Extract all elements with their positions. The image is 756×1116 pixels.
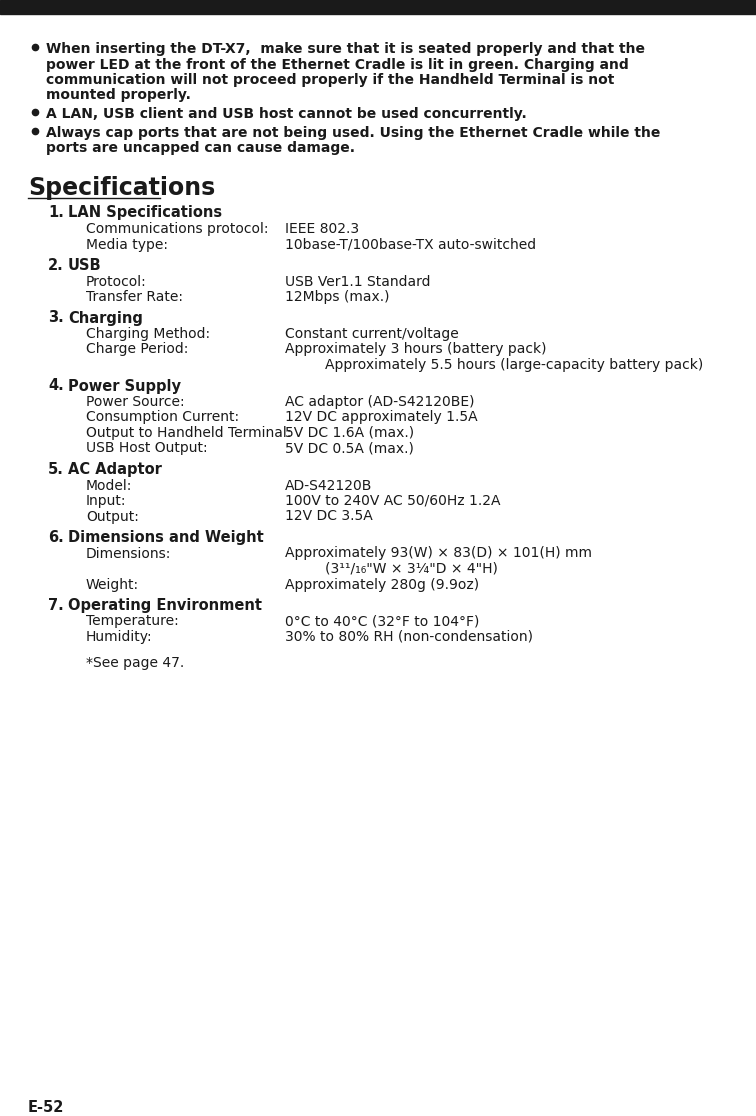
Text: 2.: 2. <box>48 258 64 273</box>
Text: Output to Handheld Terminal:: Output to Handheld Terminal: <box>86 426 291 440</box>
Text: Approximately 280g (9.9oz): Approximately 280g (9.9oz) <box>285 577 479 591</box>
Text: 4.: 4. <box>48 378 64 394</box>
Text: (3¹¹/₁₆"W × 3¹⁄₄"D × 4"H): (3¹¹/₁₆"W × 3¹⁄₄"D × 4"H) <box>325 562 498 576</box>
Text: 10base-T/100base-TX auto-switched: 10base-T/100base-TX auto-switched <box>285 238 536 251</box>
Text: Charging Method:: Charging Method: <box>86 327 210 341</box>
Text: Output:: Output: <box>86 510 139 523</box>
Text: 12V DC 3.5A: 12V DC 3.5A <box>285 510 373 523</box>
Text: 5V DC 1.6A (max.): 5V DC 1.6A (max.) <box>285 426 414 440</box>
Text: Temperature:: Temperature: <box>86 615 178 628</box>
Text: Approximately 5.5 hours (large-capacity battery pack): Approximately 5.5 hours (large-capacity … <box>325 358 703 372</box>
Text: 6.: 6. <box>48 530 64 545</box>
Text: Approximately 3 hours (battery pack): Approximately 3 hours (battery pack) <box>285 343 547 356</box>
Text: power LED at the front of the Ethernet Cradle is lit in green. Charging and: power LED at the front of the Ethernet C… <box>46 58 629 71</box>
Text: A LAN, USB client and USB host cannot be used concurrently.: A LAN, USB client and USB host cannot be… <box>46 107 527 121</box>
Text: Power Source:: Power Source: <box>86 395 184 408</box>
Text: Charging: Charging <box>68 310 143 326</box>
Text: 1.: 1. <box>48 205 64 221</box>
Text: Humidity:: Humidity: <box>86 631 153 644</box>
Text: *See page 47.: *See page 47. <box>86 656 184 671</box>
Text: Constant current/voltage: Constant current/voltage <box>285 327 459 341</box>
Text: 12Mbps (max.): 12Mbps (max.) <box>285 290 389 304</box>
Text: Weight:: Weight: <box>86 577 139 591</box>
Text: Communications protocol:: Communications protocol: <box>86 222 268 235</box>
Text: Input:: Input: <box>86 494 126 508</box>
Text: 5.: 5. <box>48 462 64 477</box>
Text: Consumption Current:: Consumption Current: <box>86 411 239 424</box>
Text: Power Supply: Power Supply <box>68 378 181 394</box>
Text: Transfer Rate:: Transfer Rate: <box>86 290 183 304</box>
Text: 3.: 3. <box>48 310 64 326</box>
Text: USB Host Output:: USB Host Output: <box>86 442 208 455</box>
Text: Specifications: Specifications <box>28 175 215 200</box>
Text: AC Adaptor: AC Adaptor <box>68 462 162 477</box>
Text: 30% to 80% RH (non-condensation): 30% to 80% RH (non-condensation) <box>285 631 533 644</box>
Text: Always cap ports that are not being used. Using the Ethernet Cradle while the: Always cap ports that are not being used… <box>46 125 661 140</box>
Text: Media type:: Media type: <box>86 238 168 251</box>
Text: Charge Period:: Charge Period: <box>86 343 188 356</box>
Text: AD-S42120B: AD-S42120B <box>285 479 373 492</box>
Text: 100V to 240V AC 50/60Hz 1.2A: 100V to 240V AC 50/60Hz 1.2A <box>285 494 500 508</box>
Text: Dimensions and Weight: Dimensions and Weight <box>68 530 264 545</box>
Text: Operating Environment: Operating Environment <box>68 598 262 613</box>
Text: 5V DC 0.5A (max.): 5V DC 0.5A (max.) <box>285 442 414 455</box>
Text: 7.: 7. <box>48 598 64 613</box>
Text: Dimensions:: Dimensions: <box>86 547 172 560</box>
Text: ports are uncapped can cause damage.: ports are uncapped can cause damage. <box>46 141 355 155</box>
Text: Approximately 93(W) × 83(D) × 101(H) mm: Approximately 93(W) × 83(D) × 101(H) mm <box>285 547 592 560</box>
Text: USB: USB <box>68 258 101 273</box>
Text: mounted properly.: mounted properly. <box>46 88 191 103</box>
Text: E-52: E-52 <box>28 1100 64 1115</box>
Text: 0°C to 40°C (32°F to 104°F): 0°C to 40°C (32°F to 104°F) <box>285 615 479 628</box>
Text: Model:: Model: <box>86 479 132 492</box>
Text: 12V DC approximately 1.5A: 12V DC approximately 1.5A <box>285 411 478 424</box>
Text: USB Ver1.1 Standard: USB Ver1.1 Standard <box>285 275 430 289</box>
Text: AC adaptor (AD-S42120BE): AC adaptor (AD-S42120BE) <box>285 395 475 408</box>
Text: LAN Specifications: LAN Specifications <box>68 205 222 221</box>
Text: Protocol:: Protocol: <box>86 275 147 289</box>
Bar <box>0 0 756 15</box>
Text: IEEE 802.3: IEEE 802.3 <box>285 222 359 235</box>
Text: When inserting the DT-X7,  make sure that it is seated properly and that the: When inserting the DT-X7, make sure that… <box>46 42 645 56</box>
Text: communication will not proceed properly if the Handheld Terminal is not: communication will not proceed properly … <box>46 73 615 87</box>
